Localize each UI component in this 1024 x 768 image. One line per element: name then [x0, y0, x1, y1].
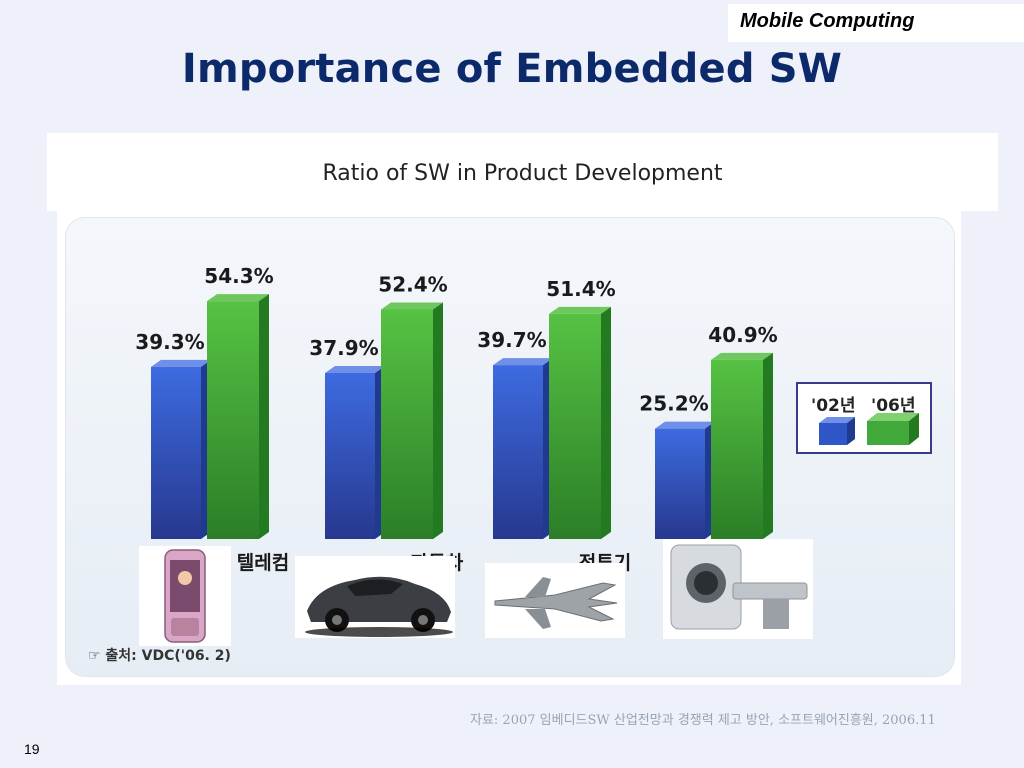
page-number: 19 — [24, 741, 40, 757]
chart-title: Ratio of SW in Product Development — [322, 161, 723, 186]
bar-medical-device-02 — [655, 421, 715, 539]
bar-automobile-02 — [325, 365, 385, 539]
value-label-telecom-06: 54.3% — [204, 264, 273, 288]
source-note: ☞ 출처: VDC('06. 2) — [88, 648, 231, 664]
fighter-jet-icon — [485, 563, 625, 638]
value-label-fighter-jet-02: 39.7% — [477, 328, 546, 352]
value-labels-group: 39.3% 54.3% 37.9% 52.4% 39.7% 51.4% 25.2% 40.9% — [135, 264, 777, 415]
bar-chart: 39.3% 54.3% 37.9% 52.4% 39.7% 51.4% 25.2% 40.9%… — [135, 264, 932, 646]
value-label-fighter-jet-06: 51.4% — [546, 277, 615, 301]
legend-label-02: '02년 — [811, 396, 856, 416]
chart-legend: '02년 '06년 — [796, 382, 932, 454]
sports-car-icon — [295, 556, 455, 638]
chart-panel: 39.3% 54.3% 37.9% 52.4% 39.7% 51.4% 25.2% 40.9%… — [57, 211, 961, 685]
reference-note: 자료: 2007 임베디드SW 산업전망과 경쟁력 제고 방안, 소프트웨어진흥… — [470, 713, 936, 728]
legend-swatch-02 — [819, 417, 855, 445]
bar-automobile-06 — [381, 302, 443, 539]
value-label-telecom-02: 39.3% — [135, 330, 204, 354]
category-label-telecom: 텔레컴 — [237, 552, 289, 574]
slide-title: Importance of Embedded SW — [181, 46, 843, 92]
value-label-automobile-06: 52.4% — [378, 272, 447, 296]
mobile-phone-icon — [139, 546, 231, 646]
bar-medical-device-06 — [711, 352, 773, 539]
legend-label-06: '06년 — [871, 396, 916, 416]
medical-scanner-icon — [663, 539, 813, 639]
bar-fighter-jet-02 — [493, 358, 553, 539]
value-label-medical-device-06: 40.9% — [708, 323, 777, 347]
chart-title-box: Ratio of SW in Product Development — [47, 133, 998, 211]
value-label-medical-device-02: 25.2% — [639, 392, 708, 416]
bar-fighter-jet-06 — [549, 306, 611, 539]
bars-group — [151, 294, 773, 539]
brand-label: Mobile Computing — [728, 4, 1024, 42]
value-label-automobile-02: 37.9% — [309, 336, 378, 360]
bar-telecom-06 — [207, 294, 269, 539]
legend-swatch-06 — [867, 413, 919, 445]
bar-telecom-02 — [151, 359, 211, 539]
